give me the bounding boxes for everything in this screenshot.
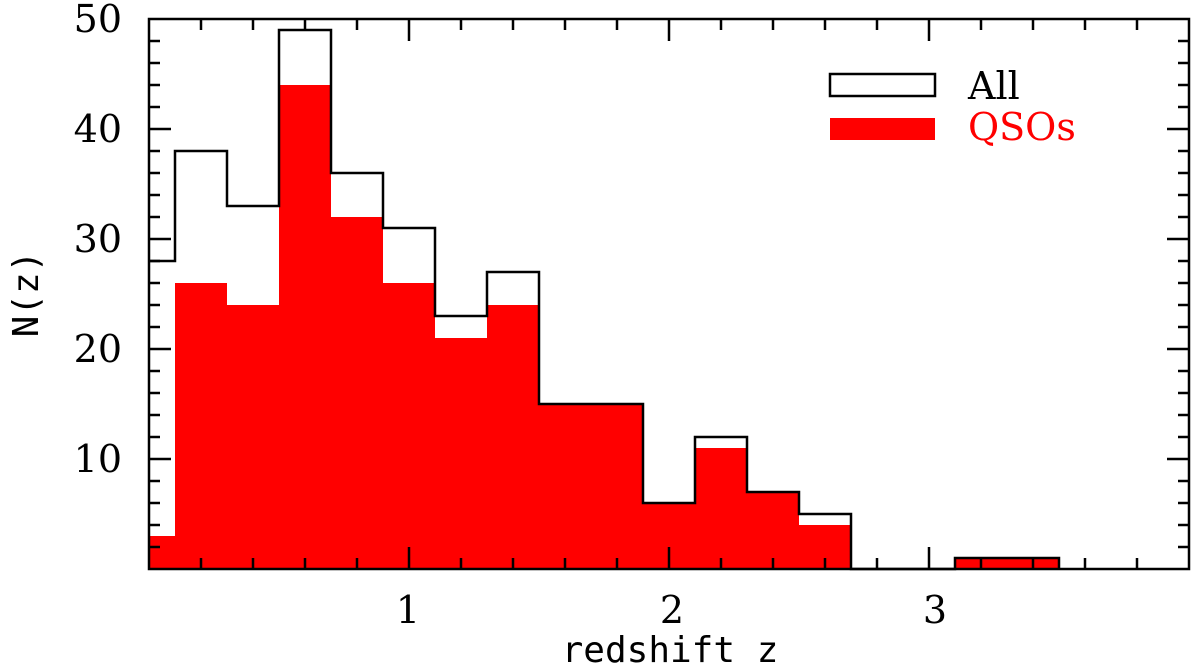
qso-bar (175, 283, 227, 569)
legend-swatch-all (828, 72, 937, 98)
x-tick-labels: 1 2 3 (396, 588, 947, 632)
qso-bar (331, 217, 383, 569)
x-tick-label: 3 (923, 588, 947, 632)
qso-bar (539, 404, 591, 569)
y-axis-label: N(z) (6, 251, 47, 338)
legend-label-qsos: QSOs (968, 105, 1076, 149)
x-axis-label: redshift z (562, 630, 779, 667)
qso-bar (227, 305, 279, 569)
axis-ticks (149, 19, 1189, 569)
legend-label-all: All (967, 64, 1020, 108)
qso-bar (747, 492, 799, 569)
x-tick-label: 1 (396, 588, 420, 632)
x-tick-label: 2 (660, 588, 684, 632)
qso-bar (487, 305, 539, 569)
qso-filled-bars (149, 85, 1059, 569)
qso-bar (591, 404, 643, 569)
y-tick-labels: 10 20 30 40 50 (74, 0, 122, 481)
legend-swatch-qsos (830, 118, 935, 140)
qso-bar (149, 536, 175, 569)
qso-bar (383, 283, 435, 569)
qso-bar (695, 448, 747, 569)
y-tick-label: 40 (74, 107, 122, 151)
y-tick-label: 30 (74, 217, 122, 261)
qso-bar (279, 85, 331, 569)
y-tick-label: 50 (74, 0, 122, 41)
legend: All QSOs (828, 64, 1076, 149)
plot-frame (147, 17, 1191, 571)
qso-bar (435, 338, 487, 569)
y-tick-label: 10 (74, 437, 122, 481)
y-tick-label: 20 (74, 327, 122, 371)
